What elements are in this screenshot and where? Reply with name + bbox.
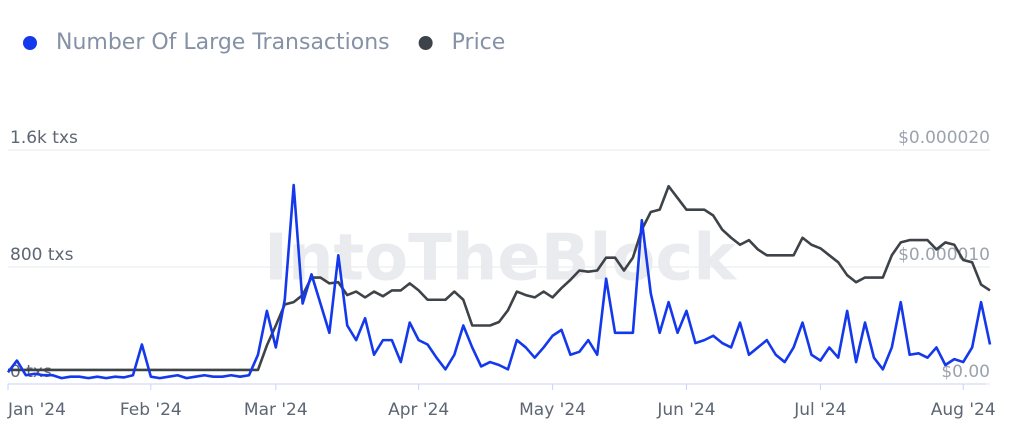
x-tick-label: Feb '24 <box>120 400 182 420</box>
x-tick-label: Jan '24 <box>7 400 66 420</box>
legend-marker <box>23 36 37 50</box>
legend-label: Number Of Large Transactions <box>56 30 390 55</box>
y-tick-label: 800 txs <box>10 245 74 265</box>
legend-item: Price <box>418 30 506 55</box>
x-tick-label: May '24 <box>519 400 586 420</box>
x-tick-label: Mar '24 <box>244 400 308 420</box>
x-tick-label: Jun '24 <box>656 400 715 420</box>
x-tick-label: Aug '24 <box>931 400 996 420</box>
series-line <box>6 183 992 380</box>
x-tick-label: Apr '24 <box>388 400 449 420</box>
y-tick-label: 1.6k txs <box>10 128 78 148</box>
x-tick-label: Jul '24 <box>793 400 846 420</box>
series-line <box>8 184 991 372</box>
y-tick-label: 0 txs <box>10 362 52 382</box>
y2-tick-label: $0.000020 <box>898 128 990 148</box>
legend-marker <box>418 36 433 50</box>
legend-label: Price <box>452 30 506 55</box>
legend-item: Number Of Large Transactions <box>23 30 390 55</box>
y2-tick-label: $0.000010 <box>898 245 990 265</box>
y2-tick-label: $0.00 <box>941 362 990 382</box>
